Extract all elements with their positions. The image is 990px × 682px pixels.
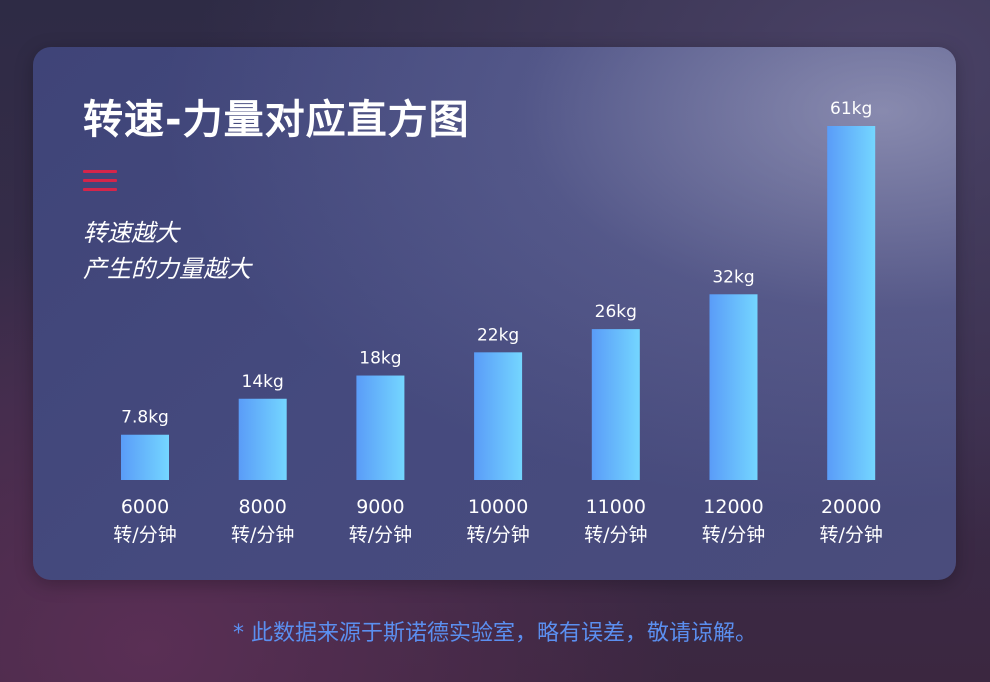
data-label: 61kg [830, 99, 872, 119]
x-tick-label: 6000 [121, 496, 169, 518]
x-tick-unit: 转/分钟 [349, 524, 412, 546]
menu-lines-icon [83, 170, 117, 192]
bar [474, 352, 523, 480]
x-tick-unit: 转/分钟 [466, 524, 529, 546]
x-tick-label: 8000 [239, 496, 287, 518]
data-label: 22kg [477, 325, 519, 345]
bar [238, 398, 287, 480]
x-tick-label: 20000 [821, 496, 881, 518]
x-tick-unit: 转/分钟 [819, 524, 882, 546]
x-tick-label: 10000 [468, 496, 528, 518]
subtitle-line-2: 产生的力量越大 [83, 255, 251, 283]
bar [709, 294, 758, 480]
subtitle-line-1: 转速越大 [83, 219, 179, 247]
x-tick-unit: 转/分钟 [702, 524, 765, 546]
data-label: 18kg [359, 349, 401, 369]
chart-card [33, 47, 956, 580]
bars-group: 7.8kg 6000 转/分钟 14kg 8000 转/分钟 18kg 9000 转/分钟 22k… [113, 99, 883, 546]
data-label: 14kg [242, 372, 284, 392]
x-tick-unit: 转/分钟 [584, 524, 647, 546]
data-label: 26kg [595, 302, 637, 322]
chart-title: 转速-力量对应直方图 [83, 97, 470, 143]
bar [591, 329, 640, 480]
x-tick-label: 9000 [356, 496, 404, 518]
x-tick-unit: 转/分钟 [231, 524, 294, 546]
data-label: 32kg [712, 267, 754, 287]
bar [356, 375, 405, 480]
footnote: * 此数据来源于斯诺德实验室，略有误差，敬请谅解。 [233, 621, 757, 646]
bar [121, 434, 169, 480]
x-tick-unit: 转/分钟 [113, 524, 176, 546]
data-label: 7.8kg [121, 408, 169, 428]
x-tick-label: 11000 [586, 496, 646, 518]
x-tick-label: 12000 [703, 496, 763, 518]
bar [827, 126, 876, 480]
